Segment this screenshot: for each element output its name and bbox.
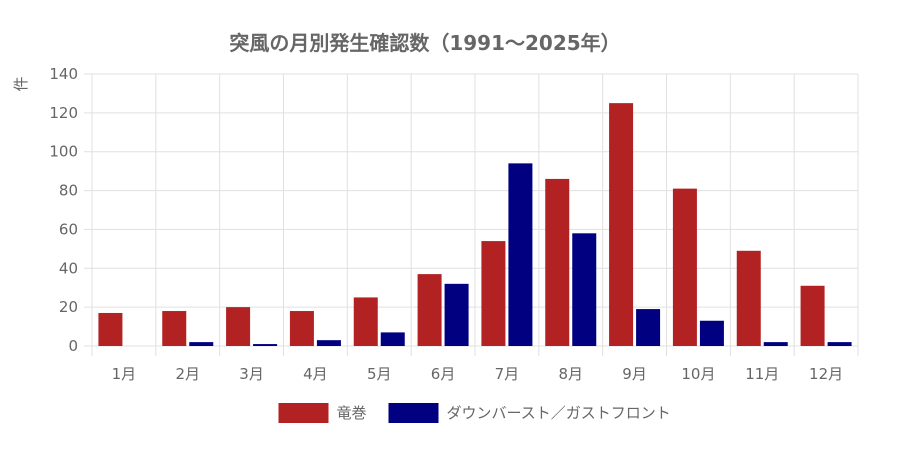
bar-downburst-12	[827, 342, 852, 346]
bar-tornado-4	[289, 311, 314, 346]
bar-tornado-12	[800, 285, 825, 346]
bar-downburst-6	[444, 283, 469, 346]
legend-swatch-downburst	[388, 403, 439, 423]
y-tick-label: 60	[59, 220, 78, 238]
bar-downburst-10	[699, 320, 724, 346]
bars-layer	[98, 103, 852, 347]
axis-layer: 0 20 40 60 80 100 120 140 1月 2月 3月 4月 5月 6月 7月 8月 9月 10月 1…	[49, 65, 843, 383]
bar-downburst-8	[572, 233, 597, 346]
bar-tornado-7	[481, 241, 506, 346]
x-tick-label: 9月	[622, 365, 647, 383]
bar-tornado-2	[162, 311, 187, 346]
bar-downburst-5	[380, 332, 405, 346]
x-tick-label: 6月	[431, 365, 456, 383]
grid-layer	[84, 73, 859, 356]
bar-downburst-4	[316, 340, 341, 346]
y-tick-label: 40	[59, 259, 78, 277]
x-tick-label: 4月	[303, 365, 328, 383]
bar-tornado-11	[736, 250, 761, 346]
legend-label: ダウンバースト／ガストフロント	[447, 404, 671, 422]
x-tick-label: 10月	[681, 365, 715, 383]
bar-tornado-6	[417, 274, 442, 346]
x-tick-label: 5月	[367, 365, 392, 383]
y-tick-label: 120	[49, 104, 78, 122]
y-tick-label: 100	[49, 143, 78, 161]
chart-title: 突風の月別発生確認数（1991〜2025年）	[229, 31, 620, 55]
bar-downburst-2	[189, 342, 214, 346]
y-tick-label: 0	[68, 337, 78, 355]
bar-tornado-3	[226, 307, 251, 346]
x-tick-label: 7月	[495, 365, 520, 383]
bar-downburst-11	[763, 342, 788, 346]
bar-downburst-3	[253, 344, 278, 346]
y-tick-label: 140	[49, 65, 78, 83]
x-tick-label: 8月	[558, 365, 583, 383]
bar-tornado-5	[353, 297, 378, 346]
x-tick-label: 2月	[175, 365, 200, 383]
x-tick-label: 12月	[809, 365, 843, 383]
x-tick-label: 3月	[239, 365, 264, 383]
bar-tornado-10	[672, 188, 697, 346]
y-tick-label: 80	[59, 182, 78, 200]
x-tick-label: 1月	[112, 365, 137, 383]
bar-tornado-1	[98, 312, 123, 346]
y-axis-label: 件	[12, 76, 30, 91]
bar-tornado-9	[609, 103, 634, 347]
legend-swatch-tornado	[278, 403, 329, 423]
legend-label: 竜巻	[337, 404, 367, 422]
x-tick-label: 11月	[745, 365, 779, 383]
bar-tornado-8	[545, 178, 570, 346]
bar-downburst-9	[636, 309, 661, 346]
legend: 竜巻 ダウンバースト／ガストフロント	[278, 403, 671, 423]
y-tick-label: 20	[59, 298, 78, 316]
bar-downburst-7	[508, 163, 533, 346]
